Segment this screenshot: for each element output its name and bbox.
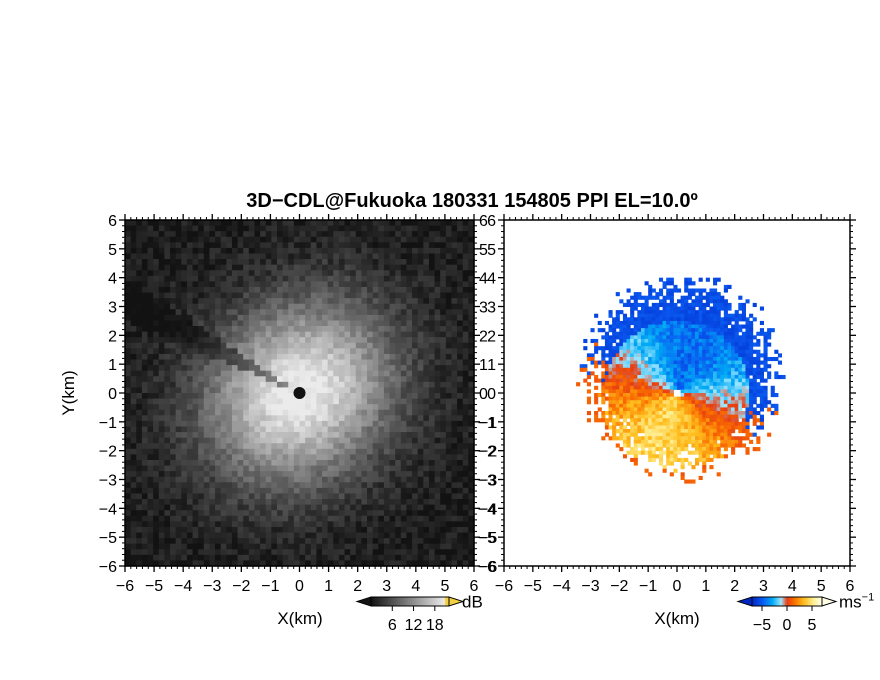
x-tick-label: −2 <box>610 578 628 595</box>
y-tick-label: 6 <box>487 213 496 230</box>
x-tick-label: −3 <box>581 578 599 595</box>
y-tick-label-right: −6 <box>479 559 497 576</box>
colorbar-tick-label: 18 <box>426 617 444 634</box>
y-tick-label: 4 <box>487 271 496 288</box>
y-tick-label: 3 <box>487 300 496 317</box>
y-tick-label: −3 <box>478 473 496 490</box>
y-tick-label-right: 0 <box>479 386 488 403</box>
colorbar-tick-label: 0 <box>783 617 792 634</box>
colorbar-tick-label: 12 <box>405 617 423 634</box>
x-tick-label: −2 <box>232 578 250 595</box>
x-tick-label: 4 <box>788 578 797 595</box>
y-tick-label-right: −1 <box>479 415 497 432</box>
x-tick-label: 1 <box>324 578 333 595</box>
x-tick-label: 3 <box>759 578 768 595</box>
x-tick-label: −6 <box>495 578 513 595</box>
right-plot-background <box>504 220 850 566</box>
left-field <box>125 220 475 567</box>
y-tick-label-right: 3 <box>479 300 488 317</box>
y-tick-label: 2 <box>108 328 117 345</box>
colorbar-low-triangle <box>355 596 372 607</box>
y-tick-label: 4 <box>108 271 117 288</box>
y-tick-label: −5 <box>99 530 117 547</box>
x-tick-label: 5 <box>440 578 449 595</box>
y-tick-label-right: 2 <box>479 328 488 345</box>
colorbar-frame <box>370 596 450 607</box>
colorbar-tick-label: 5 <box>808 617 817 634</box>
colorbar-low-triangle <box>736 596 753 607</box>
colorbar-high-triangle <box>448 596 465 607</box>
x-tick-label: 0 <box>673 578 682 595</box>
y-tick-label: −1 <box>99 415 117 432</box>
y-tick-label-right: 4 <box>479 271 488 288</box>
y-tick-label: 1 <box>487 357 496 374</box>
y-tick-label: 5 <box>487 242 496 259</box>
left-axes: −6−6 −6−5−5 −5−4−4 −4−3−3 −3−2−2 −2−1−1 −100 01… <box>99 213 498 595</box>
x-tick-label: 0 <box>295 578 304 595</box>
left-colorbar: 6 12 18 dB <box>355 593 483 634</box>
x-tick-label: −6 <box>116 578 134 595</box>
radar-origin-marker <box>293 387 306 399</box>
y-tick-label-right: −4 <box>479 501 497 518</box>
left-panel: −6−6 −6−5−5 −5−4−4 −4−3−3 −3−2−2 −2−1−1 −100 01… <box>59 213 497 634</box>
left-x-axis-label: X(km) <box>277 609 322 628</box>
colorbar-tick-label: 6 <box>388 617 397 634</box>
y-tick-label: 0 <box>108 386 117 403</box>
x-tick-label: 1 <box>701 578 710 595</box>
y-tick-label: −2 <box>99 444 117 461</box>
y-tick-label: 3 <box>108 300 117 317</box>
y-tick-label-right: 1 <box>479 357 488 374</box>
x-tick-label: 4 <box>411 578 420 595</box>
x-tick-label: 5 <box>817 578 826 595</box>
colorbar-unit-label: dB <box>462 593 483 612</box>
x-tick-label: 6 <box>846 578 855 595</box>
y-tick-label: −5 <box>478 530 496 547</box>
x-tick-label: −3 <box>203 578 221 595</box>
x-tick-label: −1 <box>639 578 657 595</box>
x-tick-label: −5 <box>524 578 542 595</box>
colorbar-tick-label: −5 <box>753 617 771 634</box>
y-tick-label: 6 <box>108 213 117 230</box>
x-tick-label: 3 <box>382 578 391 595</box>
right-colorbar: −5 0 5 ms−1 <box>736 592 874 634</box>
y-tick-label: 0 <box>487 386 496 403</box>
x-tick-label: −1 <box>261 578 279 595</box>
y-tick-label: −4 <box>478 501 496 518</box>
x-tick-label: −5 <box>145 578 163 595</box>
right-x-axis-label: X(km) <box>654 609 699 628</box>
y-tick-label: −3 <box>99 473 117 490</box>
x-tick-label: 2 <box>353 578 362 595</box>
y-tick-label: −6 <box>478 559 496 576</box>
y-tick-label-right: −3 <box>479 473 497 490</box>
y-tick-label: 1 <box>108 357 117 374</box>
x-tick-label: −4 <box>174 578 192 595</box>
y-tick-label: −1 <box>478 415 496 432</box>
left-y-axis-label: Y(km) <box>59 370 78 415</box>
y-tick-label-right: −2 <box>479 444 497 461</box>
y-tick-label-right: 6 <box>479 213 488 230</box>
chart-title: 3D−CDL@Fukuoka 180331 154805 PPI EL=10.0… <box>246 190 698 212</box>
colorbar-unit-exponent: −1 <box>862 592 875 604</box>
y-tick-label: −6 <box>99 559 117 576</box>
y-tick-label: −4 <box>99 501 117 518</box>
y-tick-label: 2 <box>487 328 496 345</box>
x-tick-label: 6 <box>470 578 479 595</box>
y-tick-label: −2 <box>478 444 496 461</box>
x-tick-label: 2 <box>730 578 739 595</box>
colorbar-unit-label: ms−1 <box>839 592 874 612</box>
colorbar-high-triangle <box>821 596 838 607</box>
right-field <box>576 277 786 484</box>
y-tick-label: 5 <box>108 242 117 259</box>
y-tick-label-right: 5 <box>479 242 488 259</box>
x-tick-label: −4 <box>553 578 571 595</box>
y-tick-label-right: −5 <box>479 530 497 547</box>
